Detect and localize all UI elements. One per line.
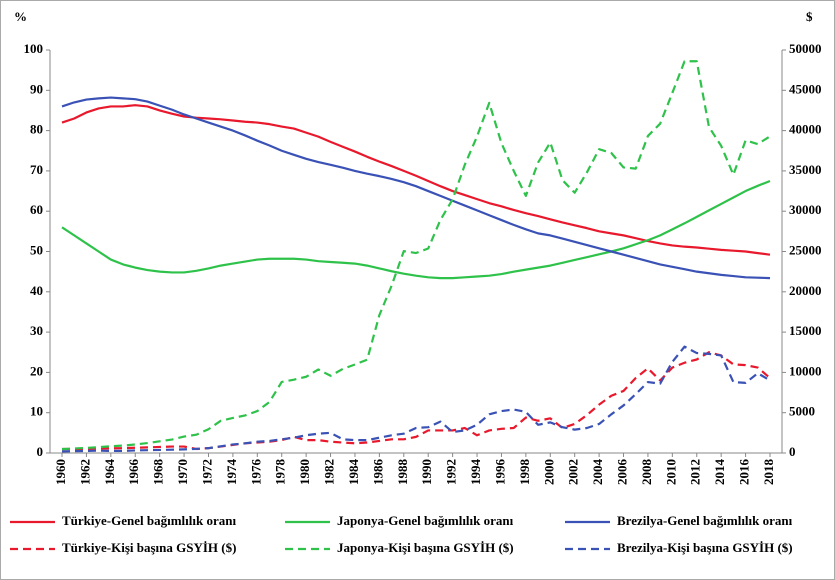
x-tick-label: 2000 <box>541 459 556 485</box>
x-tick-label: 1960 <box>53 459 68 485</box>
legend-label: Türkiye-Genel bağımlılık oranı <box>62 513 236 528</box>
x-tick-label: 1988 <box>395 459 410 486</box>
legend: Türkiye-Genel bağımlılık oranı Japonya-Ge… <box>10 513 793 555</box>
x-tick-label: 1968 <box>151 459 166 486</box>
y-axis-label: % <box>14 9 27 24</box>
y2-tick-label: 50000 <box>789 41 822 56</box>
series-line <box>61 60 771 451</box>
y-tick-label: 70 <box>30 162 43 177</box>
y2-tick-label: 20000 <box>789 283 822 298</box>
y-tick-label: 10 <box>30 404 43 419</box>
x-tick-label: 1996 <box>492 458 507 485</box>
x-tick-label: 1984 <box>346 459 361 486</box>
series-line <box>62 351 771 451</box>
x-tick-label: 1980 <box>297 459 312 485</box>
x-tick-label: 1966 <box>126 459 141 486</box>
x-tick-label: 2008 <box>639 459 654 486</box>
x-tick-label: 1990 <box>419 459 434 485</box>
y2-tick-label: 15000 <box>789 323 822 338</box>
x-tick-label: 2016 <box>737 459 752 486</box>
legend-label: Japonya-Kişi başına GSYİH ($) <box>337 540 514 555</box>
series-line <box>61 96 771 280</box>
y2-tick-label: 25000 <box>789 242 822 257</box>
x-tick-label: 1994 <box>468 459 483 486</box>
y-tick-label: 100 <box>24 41 44 56</box>
legend-label: Brezilya-Kişi başına GSYİH ($) <box>617 540 793 555</box>
x-tick-label: 1992 <box>444 459 459 485</box>
x-tick-label: 1964 <box>102 459 117 486</box>
x-tick-label: 1976 <box>248 459 263 486</box>
x-tick-label: 1978 <box>273 459 288 486</box>
y-tick-label: 40 <box>30 283 43 298</box>
y2-tick-label: 45000 <box>789 81 822 96</box>
series-line <box>61 104 771 256</box>
x-tick-label: 2012 <box>688 459 703 485</box>
x-tick-label: 1970 <box>175 459 190 485</box>
x-tick-label: 1972 <box>199 459 214 485</box>
y2-tick-label: 5000 <box>789 404 815 419</box>
x-tick-label: 1982 <box>322 459 337 485</box>
y2-tick-label: 30000 <box>789 202 822 217</box>
x-tick-label: 2014 <box>712 459 727 486</box>
legend-label: Japonya-Genel bağımlılık oranı <box>337 513 514 528</box>
y2-tick-label: 0 <box>789 444 796 459</box>
x-tick-label: 1998 <box>517 459 532 486</box>
y-tick-label: 80 <box>30 122 43 137</box>
legend-label: Türkiye-Kişi başına GSYİH ($) <box>62 540 236 555</box>
y-tick-label: 30 <box>30 323 43 338</box>
y-tick-label: 20 <box>30 363 43 378</box>
y2-tick-label: 35000 <box>789 162 822 177</box>
y2-tick-label: 10000 <box>789 363 822 378</box>
x-tick-label: 2010 <box>663 459 678 485</box>
x-tick-label: 1986 <box>370 459 385 486</box>
legend-label: Brezilya-Genel bağımlılık oranı <box>617 513 793 528</box>
x-tick-label: 1974 <box>224 459 239 486</box>
x-tick-label: 2002 <box>566 459 581 485</box>
y2-axis-label: $ <box>806 9 813 24</box>
y-tick-label: 0 <box>37 444 44 459</box>
y2-tick-label: 40000 <box>789 122 822 137</box>
y-tick-label: 50 <box>30 242 43 257</box>
series-line <box>61 179 771 280</box>
x-tick-label: 2006 <box>615 459 630 486</box>
x-tick-label: 2004 <box>590 459 605 486</box>
y-tick-label: 90 <box>30 81 43 96</box>
y-tick-label: 60 <box>30 202 43 217</box>
series-line <box>61 345 771 453</box>
x-tick-label: 2018 <box>761 459 776 486</box>
x-tick-label: 1962 <box>77 459 92 485</box>
